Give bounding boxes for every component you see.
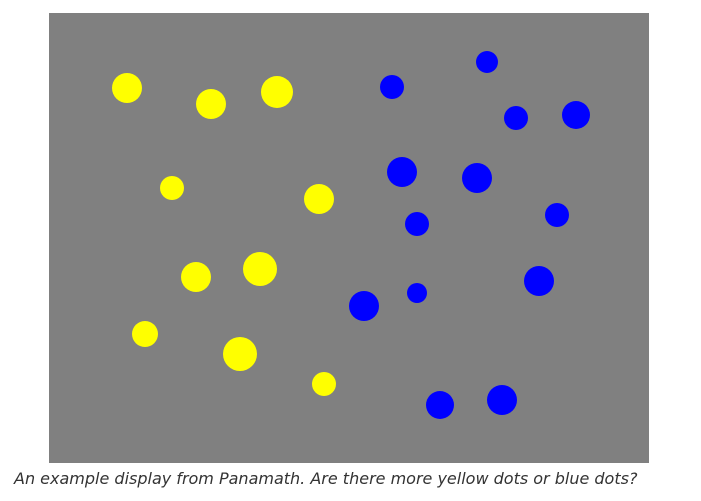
panamath-display [49,13,649,463]
yellow-dot [112,73,142,103]
blue-dot [504,106,528,130]
figure-caption: An example display from Panamath. Are th… [14,469,638,488]
blue-dot [545,203,569,227]
yellow-dot [223,337,257,371]
blue-dot [426,391,454,419]
blue-dot [524,266,554,296]
blue-dot [462,163,492,193]
blue-dot [562,101,590,129]
blue-dot [487,385,517,415]
yellow-dot [261,76,293,108]
yellow-dot [243,252,277,286]
yellow-dot [181,262,211,292]
blue-dot [407,283,427,303]
blue-dot [387,157,417,187]
blue-dot [405,212,429,236]
yellow-dot [196,89,226,119]
yellow-dot [304,184,334,214]
yellow-dot [132,321,158,347]
dot-field [112,51,590,419]
blue-dot [380,75,404,99]
yellow-dot [312,372,336,396]
yellow-dot [160,176,184,200]
blue-dot [349,291,379,321]
blue-dot [476,51,498,73]
